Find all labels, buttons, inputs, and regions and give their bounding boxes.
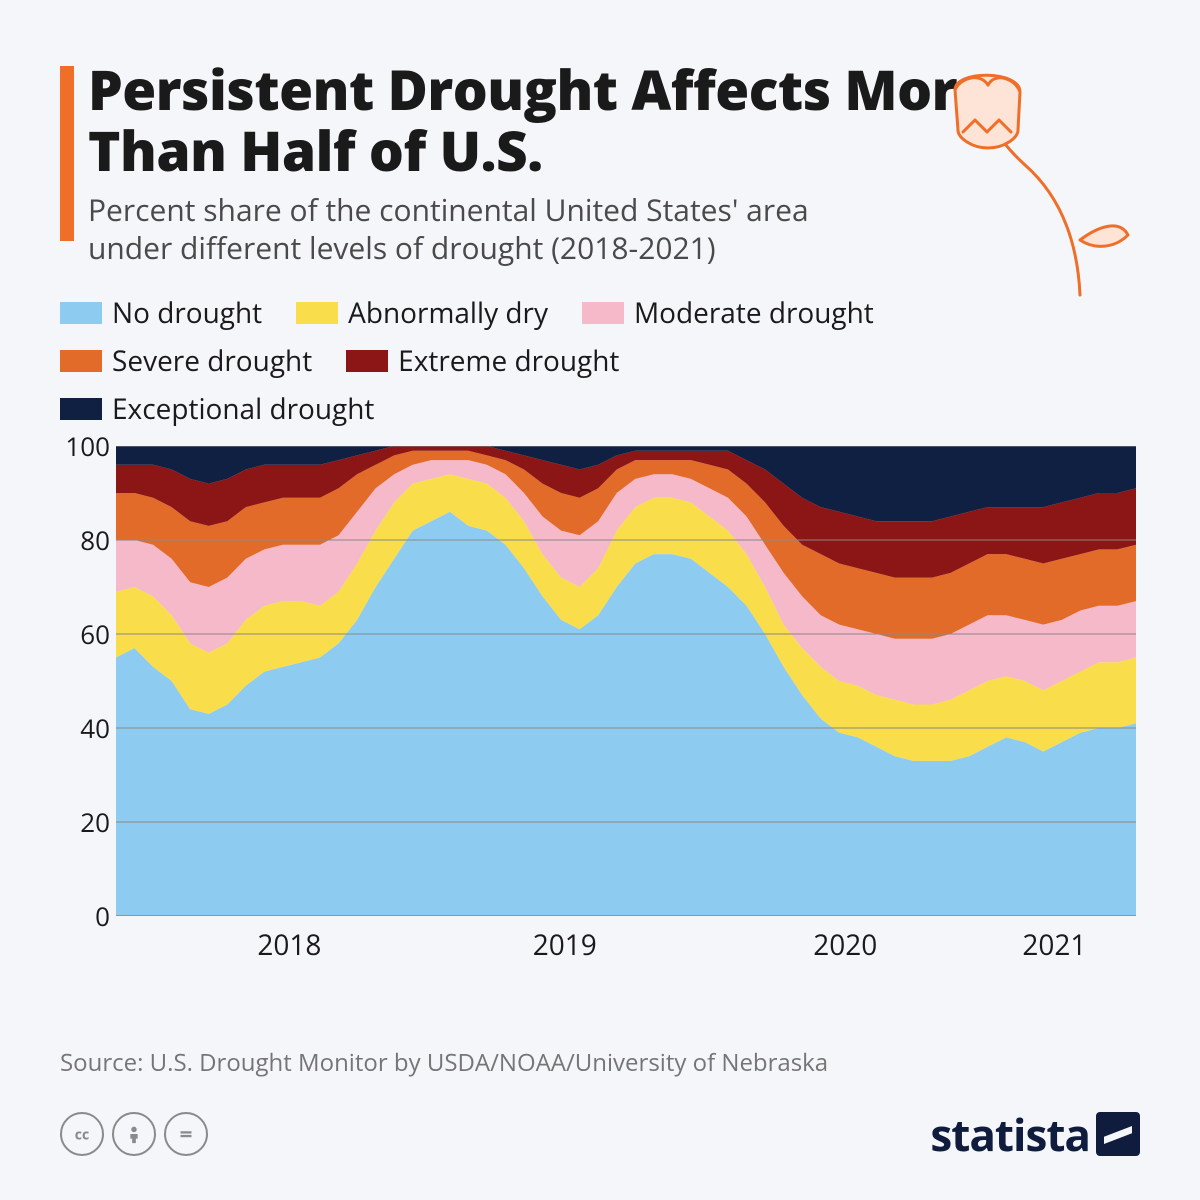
nd-icon	[164, 1112, 208, 1156]
plot-area	[116, 446, 1136, 916]
x-axis-labels: 2018 2019 2020 2021	[116, 926, 1136, 966]
legend-item: No drought	[60, 294, 262, 332]
legend-label: Extreme drought	[398, 342, 619, 380]
legend: No drought Abnormally dry Moderate drought…	[60, 294, 960, 428]
legend-label: Moderate drought	[634, 294, 874, 332]
legend-swatch	[582, 302, 624, 324]
license-icons: cc	[60, 1112, 208, 1156]
by-icon	[112, 1112, 156, 1156]
y-axis-labels: 020406080100	[50, 446, 110, 916]
legend-label: Severe drought	[112, 342, 312, 380]
legend-label: No drought	[112, 294, 262, 332]
chart: 020406080100 2018201920202021	[60, 446, 1140, 996]
page-subtitle: Percent share of the continental United …	[88, 191, 858, 266]
y-tick-label: 80	[50, 522, 110, 558]
legend-label: Abnormally dry	[348, 294, 548, 332]
legend-item: Moderate drought	[582, 294, 874, 332]
svg-text:cc: cc	[75, 1125, 89, 1144]
x-tick-label: 2018	[257, 926, 321, 964]
legend-swatch	[60, 350, 102, 372]
legend-item: Exceptional drought	[60, 390, 374, 428]
legend-swatch	[296, 302, 338, 324]
legend-item: Abnormally dry	[296, 294, 548, 332]
legend-swatch	[60, 302, 102, 324]
legend-swatch	[346, 350, 388, 372]
cc-icon: cc	[60, 1112, 104, 1156]
brand-logo: statista	[930, 1104, 1140, 1164]
y-tick-label: 20	[50, 804, 110, 840]
legend-item: Extreme drought	[346, 342, 619, 380]
legend-label: Exceptional drought	[112, 390, 374, 428]
wilting-flower-icon	[930, 60, 1130, 300]
legend-item: Severe drought	[60, 342, 312, 380]
x-tick-label: 2019	[533, 926, 597, 964]
brand-text: statista	[930, 1104, 1090, 1164]
brand-mark-icon	[1096, 1112, 1140, 1156]
footer: cc statista	[60, 1104, 1140, 1164]
x-tick-label: 2020	[813, 926, 877, 964]
y-tick-label: 60	[50, 616, 110, 652]
accent-bar	[60, 66, 74, 241]
source-text: Source: U.S. Drought Monitor by USDA/NOA…	[60, 1046, 1140, 1079]
y-tick-label: 40	[50, 710, 110, 746]
y-tick-label: 0	[50, 898, 110, 934]
header: Persistent Drought Affects More Than Hal…	[60, 60, 1140, 266]
legend-swatch	[60, 398, 102, 420]
y-tick-label: 100	[50, 428, 110, 464]
x-tick-label: 2021	[1022, 926, 1086, 964]
